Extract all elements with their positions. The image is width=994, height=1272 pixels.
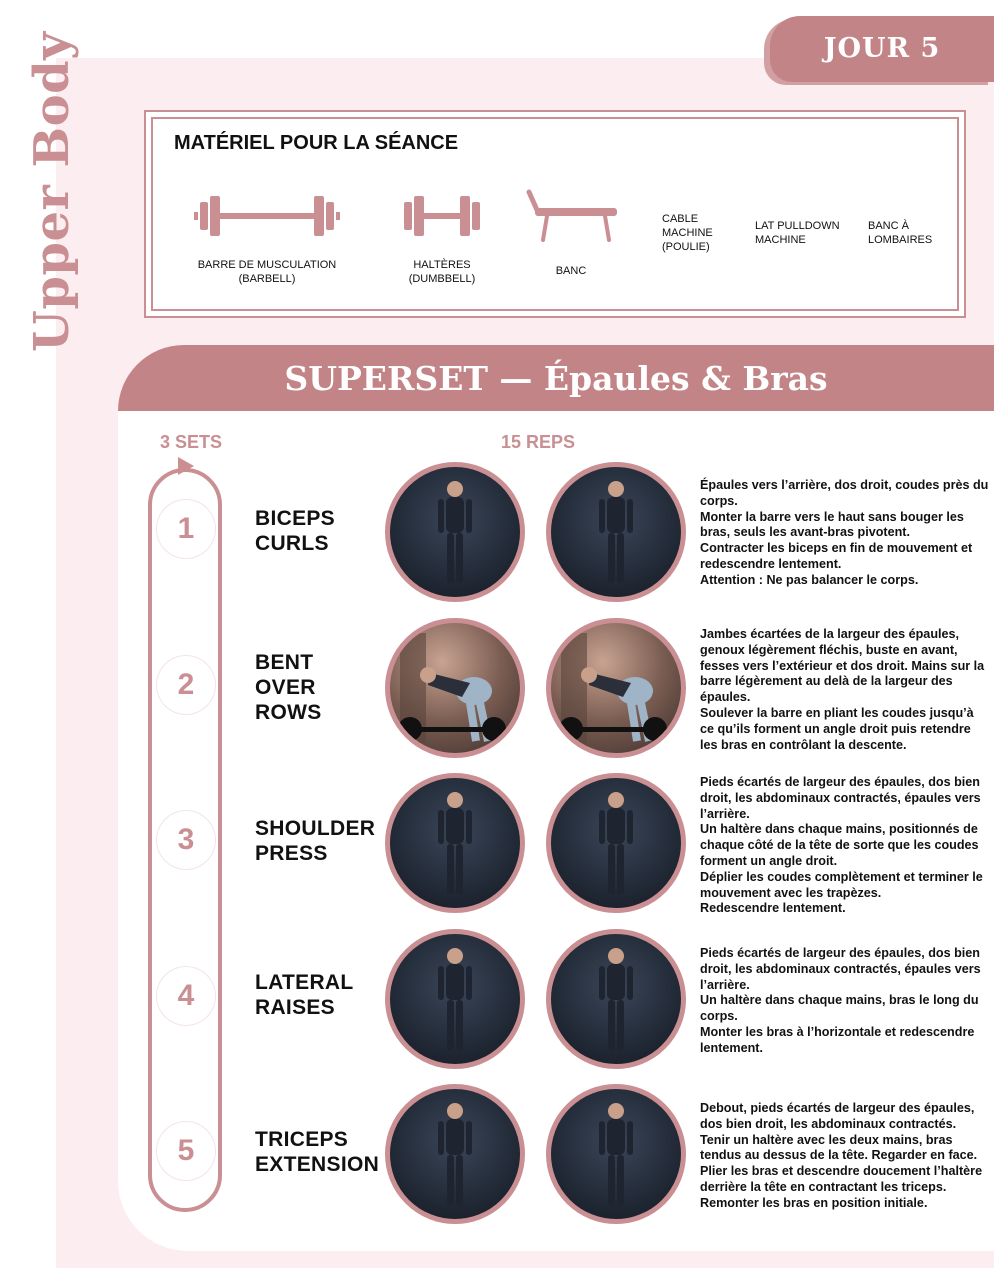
exercise-photo-end xyxy=(546,929,686,1069)
exercise-photo-start xyxy=(385,462,525,602)
equipment-box: MATÉRIEL POUR LA SÉANCE BARRE DE MUSCULA… xyxy=(144,110,966,318)
barbell-icon xyxy=(194,196,340,236)
exercise-description: Jambes écartées de la largeur des épaule… xyxy=(700,627,990,753)
exercise-number: 2 xyxy=(157,656,215,714)
description-line: Un haltère dans chaque mains, bras le lo… xyxy=(700,993,979,1024)
sets-label: 3 SETS xyxy=(160,432,223,452)
superset-header: SUPERSET — Épaules & Bras xyxy=(118,345,994,411)
equipment-label: HALTÈRES (DUMBBELL) xyxy=(408,259,476,285)
exercise-description: Pieds écartés de largeur des épaules, do… xyxy=(700,946,990,1057)
exercise-number: 5 xyxy=(157,1122,215,1180)
exercise-name: LATERAL RAISES xyxy=(255,971,354,1019)
exercise-name: SHOULDER PRESS xyxy=(255,817,376,865)
description-line: Pieds écartés de largeur des épaules, do… xyxy=(700,946,981,992)
description-line: Redescendre lentement. xyxy=(700,901,846,916)
equipment-title: MATÉRIEL POUR LA SÉANCE xyxy=(174,132,459,154)
equipment-label: BARRE DE MUSCULATION (BARBELL) xyxy=(197,259,337,285)
description-line: Debout, pieds écartés de largeur des épa… xyxy=(700,1101,975,1131)
dumbbell-icon xyxy=(404,196,480,236)
equipment-item-dumbbell: HALTÈRES (DUMBBELL) xyxy=(382,192,502,286)
exercise-photo-start xyxy=(385,1084,525,1224)
description-line: Plier les bras et descendre doucement l’… xyxy=(700,1164,983,1194)
description-line: Pieds écartés de largeur des épaules, do… xyxy=(700,775,981,821)
description-line: Contracter les biceps en fin de mouvemen… xyxy=(700,541,973,571)
exercise-description: Pieds écartés de largeur des épaules, do… xyxy=(700,775,990,917)
exercise-photo-end xyxy=(546,773,686,913)
exercise-description: Debout, pieds écartés de largeur des épa… xyxy=(700,1101,990,1212)
exercise-name: TRICEPS EXTENSION xyxy=(255,1128,380,1176)
exercise-photo-start xyxy=(385,773,525,913)
exercise-name: BENT OVER ROWS xyxy=(255,651,322,724)
equipment-item-lat-pulldown: LAT PULLDOWN MACHINE xyxy=(755,220,840,246)
description-line: Attention : Ne pas balancer le corps. xyxy=(700,572,919,587)
exercise-number: 1 xyxy=(157,500,215,558)
description-line: Jambes écartées de la largeur des épaule… xyxy=(700,627,985,705)
description-line: Monter la barre vers le haut sans bouger… xyxy=(700,509,964,540)
side-title: Upper Body xyxy=(24,31,80,352)
description-line: Un haltère dans chaque mains, positionné… xyxy=(700,822,979,868)
day-label: JOUR 5 xyxy=(823,33,941,64)
description-line: Soulever la barre en pliant les coudes j… xyxy=(700,705,974,752)
exercise-photo-start xyxy=(385,929,525,1069)
day-badge: JOUR 5 xyxy=(770,16,994,82)
equipment-label: BANC xyxy=(555,265,587,277)
exercise-description: Épaules vers l’arrière, dos droit, coude… xyxy=(700,478,990,589)
exercise-number: 4 xyxy=(157,967,215,1025)
exercise-photo-end xyxy=(546,462,686,602)
exercise-number: 3 xyxy=(157,811,215,869)
exercise-photo-start xyxy=(385,618,525,758)
superset-title: SUPERSET — Épaules & Bras xyxy=(284,359,828,398)
loop-arrow-icon xyxy=(178,457,194,475)
description-line: Monter les bras à l’horizontale et redes… xyxy=(700,1024,975,1055)
exercise-name: BICEPS CURLS xyxy=(255,507,335,555)
exercise-photo-end xyxy=(546,618,686,758)
bench-icon xyxy=(526,189,617,242)
description-line: Remonter les bras en position initiale. xyxy=(700,1195,928,1210)
equipment-item-lumbar-bench: BANC À LOMBAIRES xyxy=(868,220,933,246)
exercise-photo-end xyxy=(546,1084,686,1224)
equipment-item-bench: BANC xyxy=(516,188,626,278)
reps-label: 15 REPS xyxy=(501,432,576,452)
equipment-box-inner-border xyxy=(151,117,959,311)
description-line: Tenir un haltère avec les deux mains, br… xyxy=(700,1132,978,1163)
equipment-item-barbell: BARRE DE MUSCULATION (BARBELL) xyxy=(192,192,342,286)
description-line: Déplier les coudes complètement et termi… xyxy=(700,869,983,900)
equipment-item-cable-machine: CABLE MACHINE (POULIE) xyxy=(662,213,713,253)
description-line: Épaules vers l’arrière, dos droit, coude… xyxy=(700,478,989,508)
